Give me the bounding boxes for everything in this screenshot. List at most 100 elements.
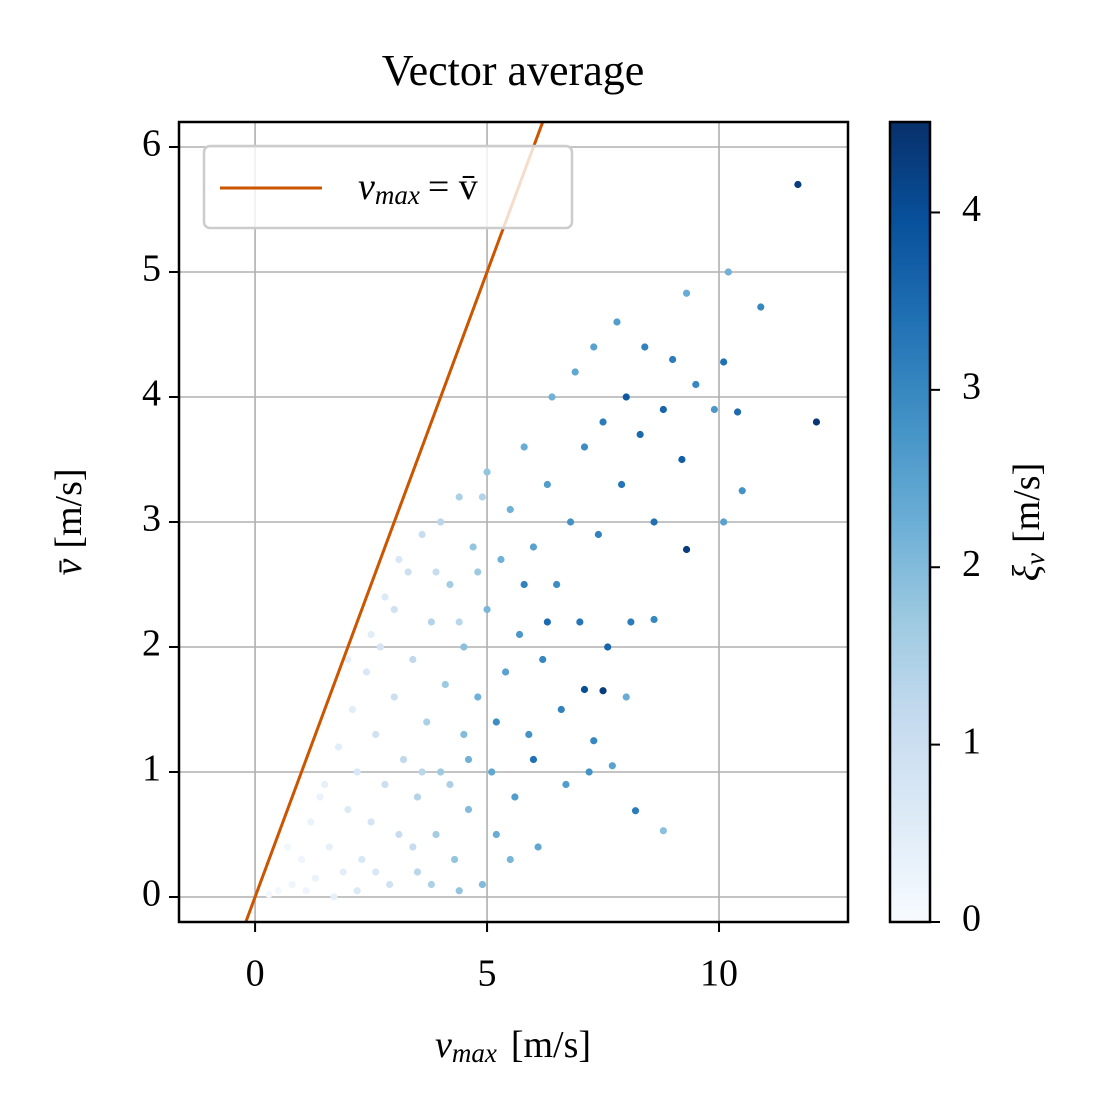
legend: vmax = v̄	[202, 144, 574, 230]
scatter-point	[594, 530, 603, 539]
scatter-point	[413, 793, 422, 801]
scatter-point	[427, 618, 435, 626]
scatter-point	[265, 890, 273, 899]
scatter-point	[692, 380, 700, 389]
scatter-point	[469, 543, 477, 551]
scatter-point	[297, 855, 306, 864]
scatter-point	[543, 480, 551, 489]
scatter-point	[409, 655, 417, 664]
y-tick-label: 4	[142, 373, 161, 415]
scatter-point	[455, 493, 463, 501]
x-tick-label: 10	[700, 953, 738, 995]
colorbar-label-unit: [m/s]	[1006, 463, 1048, 543]
y-tick-label: 5	[142, 248, 161, 290]
y-tick-label: 1	[142, 748, 161, 790]
scatter-point	[348, 705, 357, 714]
scatter-point	[492, 830, 500, 839]
legend-box	[202, 144, 574, 230]
scatter-point	[358, 855, 366, 864]
scatter-point	[627, 618, 635, 626]
grid	[179, 122, 848, 922]
legend-rest: = v̄	[428, 166, 478, 208]
scatter-point	[631, 807, 640, 815]
scatter-point	[321, 780, 329, 789]
scatter-point	[399, 755, 408, 764]
colorbar-tick-label: 0	[962, 898, 981, 940]
scatter-point	[511, 793, 519, 801]
scatter-point	[580, 685, 589, 694]
scatter-point	[613, 318, 621, 326]
scatter-point	[571, 368, 579, 376]
scatter-point	[543, 618, 551, 626]
scatter-point	[464, 755, 473, 764]
scatter-point	[390, 605, 398, 614]
scatter-point	[650, 615, 658, 624]
scatter-point	[506, 855, 514, 864]
x-label-subscript: max	[452, 1038, 497, 1068]
scatter-point	[367, 818, 375, 826]
scatter-point	[669, 355, 677, 364]
scatter-point	[520, 580, 528, 589]
legend-subscript: max	[375, 180, 420, 210]
scatter-point	[757, 303, 765, 311]
scatter-point	[274, 887, 282, 895]
scatter-point	[474, 693, 482, 701]
colorbar-tick-label: 1	[962, 720, 981, 762]
scatter-point	[557, 705, 565, 714]
colorbar-label-subscript: v	[1020, 553, 1050, 565]
scatter-point	[553, 580, 561, 589]
scatter-point	[506, 505, 514, 514]
scatter-point	[344, 655, 352, 664]
scatter-point	[738, 487, 746, 495]
scatter-point	[423, 718, 431, 726]
axes: 0 5 10 0 1 2 3 4 5 6 vmax = v̄ 0 1 2 3 4	[142, 120, 981, 995]
scatter-point	[372, 868, 380, 876]
scatter-point	[288, 880, 296, 889]
scatter-point	[283, 843, 292, 851]
x-label-symbol: v	[435, 1024, 452, 1066]
scatter-point	[446, 580, 454, 589]
scatter-point	[437, 768, 445, 776]
scatter-point	[353, 768, 361, 776]
scatter-point	[367, 630, 375, 639]
y-tick-label: 3	[142, 498, 161, 540]
x-label-unit: [m/s]	[511, 1024, 591, 1066]
scatter-point	[678, 455, 686, 464]
scatter-point	[650, 518, 658, 526]
scatter-point	[641, 343, 649, 351]
colorbar-label: ξv [m/s]	[1006, 463, 1050, 581]
x-axis-label: vmax [m/s]	[435, 1024, 591, 1068]
scatter-point	[608, 762, 616, 770]
scatter-point	[474, 568, 482, 576]
colorbar-label-symbol: ξ	[1006, 564, 1048, 581]
scatter-point	[710, 405, 718, 414]
y-tick-label: 6	[142, 123, 161, 165]
scatter-point	[492, 718, 500, 726]
scatter-point	[548, 393, 556, 401]
y-tick-label: 2	[142, 623, 161, 665]
scatter-point	[395, 830, 403, 839]
scatter-point	[525, 730, 533, 739]
scatter-point	[636, 430, 644, 439]
scatter-point	[404, 568, 412, 576]
scatter-point	[437, 518, 445, 526]
scatter-point	[339, 868, 347, 876]
legend-symbol: v	[358, 166, 375, 208]
plot-area	[244, 122, 821, 922]
scatter-point	[316, 793, 324, 801]
scatter-point	[455, 618, 463, 626]
scatter-point	[562, 780, 570, 789]
scatter-point	[334, 743, 343, 751]
colorbar	[888, 120, 932, 924]
y-tick-label: 0	[142, 873, 161, 915]
colorbar-tick-label: 3	[962, 366, 981, 408]
scatter-point	[395, 555, 403, 564]
scatter-point	[460, 730, 468, 739]
scatter-point	[539, 655, 547, 664]
scatter-point	[460, 643, 468, 651]
scatter-point	[590, 737, 598, 745]
scatter-point	[441, 680, 449, 689]
scatter-point	[812, 418, 821, 426]
y-axis-label: v̄ [m/s]	[48, 468, 90, 575]
scatter-point	[580, 443, 589, 451]
